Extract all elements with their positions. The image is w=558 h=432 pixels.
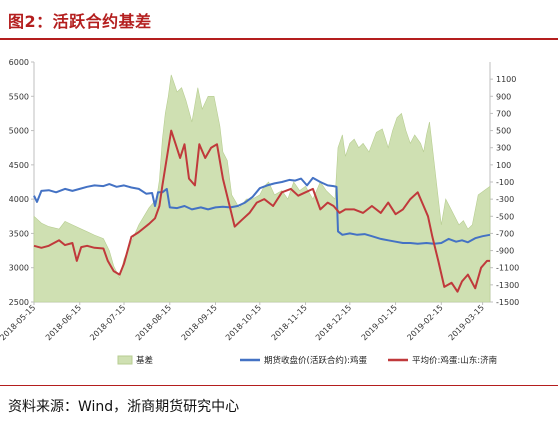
left-tick-label: 4500 bbox=[9, 161, 29, 170]
basis-chart: 2500 3000 3500 4000 4500 5000 5500 6000 -1500 -13… bbox=[0, 58, 519, 366]
x-tick-label: 2018-11-15 bbox=[270, 303, 309, 342]
right-tick-label: -500 bbox=[496, 212, 514, 221]
figure-title: 图2：活跃合约基差 bbox=[8, 12, 152, 31]
x-tick-label: 2018-06-15 bbox=[44, 303, 83, 342]
x-tick-label: 2018-10-15 bbox=[224, 303, 263, 342]
right-tick-label: 900 bbox=[496, 92, 511, 101]
x-tick-label: 2018-09-15 bbox=[180, 303, 219, 342]
right-tick-label: -1500 bbox=[496, 298, 519, 307]
right-tick-label: 700 bbox=[496, 109, 511, 118]
x-tick-label: 2019-01-15 bbox=[360, 303, 399, 342]
legend-label-spot: 平均价:鸡蛋:山东:济南 bbox=[412, 355, 497, 366]
right-tick-label: 300 bbox=[496, 144, 511, 153]
x-tick-label: 2018-08-15 bbox=[134, 303, 173, 342]
basis-area bbox=[33, 74, 491, 303]
right-tick-label: -1300 bbox=[496, 281, 519, 290]
left-tick-label: 3000 bbox=[9, 264, 29, 273]
right-tick-label: -100 bbox=[496, 178, 514, 187]
x-tick-label: 2018-07-15 bbox=[88, 303, 127, 342]
right-tick-label: 100 bbox=[496, 161, 511, 170]
x-tick-label: 2019-02-15 bbox=[405, 303, 444, 342]
left-tick-label: 5000 bbox=[9, 127, 29, 136]
left-tick-label: 3500 bbox=[9, 229, 29, 238]
left-tick-label: 2500 bbox=[9, 298, 29, 307]
right-tick-label: 1100 bbox=[496, 75, 516, 84]
source-note: 资料来源：Wind，浙商期货研究中心 bbox=[8, 399, 240, 415]
spot-price-line bbox=[33, 129, 490, 293]
left-tick-label: 6000 bbox=[9, 58, 29, 67]
x-tick-label: 2019-03-15 bbox=[447, 303, 486, 342]
source-rule bbox=[0, 385, 558, 386]
right-tick-label: -900 bbox=[496, 247, 514, 256]
title-rule bbox=[0, 38, 558, 40]
futures-price-line bbox=[33, 176, 491, 245]
right-tick-label: -1100 bbox=[496, 264, 519, 273]
legend-label-basis: 基差 bbox=[136, 355, 153, 366]
legend-swatch-basis bbox=[117, 355, 133, 365]
left-tick-label: 4000 bbox=[9, 195, 29, 204]
right-tick-label: -700 bbox=[496, 229, 514, 238]
legend-label-futures: 期货收盘价(活跃合约):鸡蛋 bbox=[264, 355, 367, 366]
x-tick-label: 2018-05-15 bbox=[0, 303, 37, 342]
x-tick-label: 2018-12-15 bbox=[314, 303, 353, 342]
right-tick-label: 500 bbox=[496, 127, 511, 136]
right-tick-label: -300 bbox=[496, 195, 514, 204]
left-tick-label: 5500 bbox=[9, 92, 29, 101]
